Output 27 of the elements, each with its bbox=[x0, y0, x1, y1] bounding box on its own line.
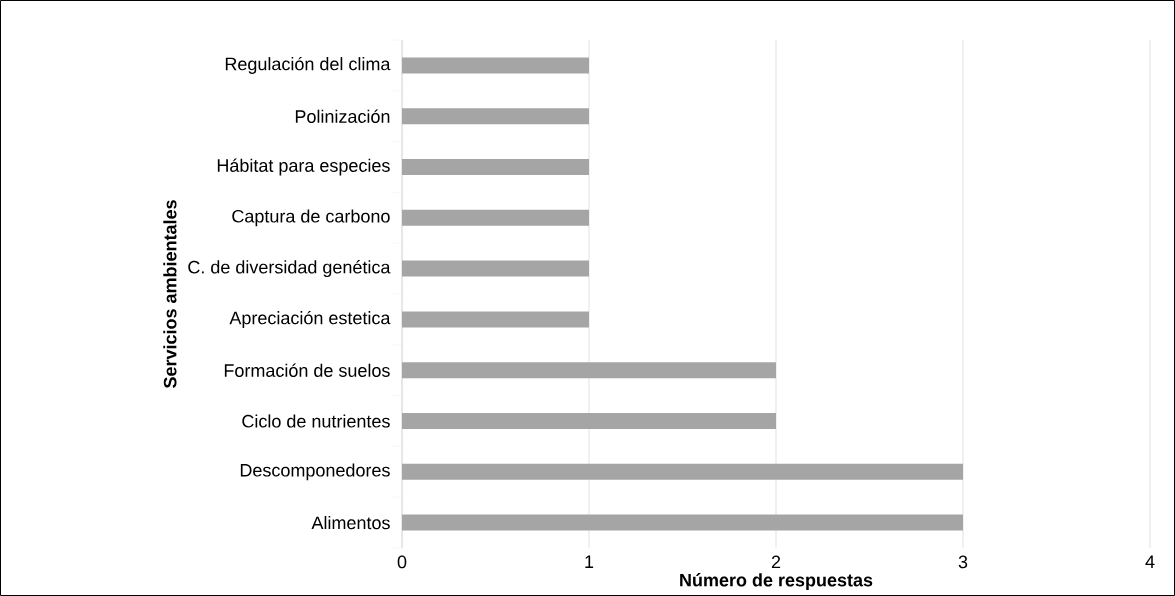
y-tick-label: Descomponedores bbox=[240, 463, 390, 481]
x-tick-label: 3 bbox=[958, 555, 968, 569]
bar bbox=[402, 463, 963, 480]
bar bbox=[402, 159, 589, 175]
bar bbox=[402, 514, 963, 531]
y-tick-label: Ciclo de nutrientes bbox=[242, 414, 390, 428]
x-axis-title: Número de respuestas bbox=[680, 573, 873, 591]
y-tick-label: Regulación del clima bbox=[225, 56, 391, 74]
y-tick-label: Formación de suelos bbox=[224, 363, 390, 377]
x-tick-label: 1 bbox=[585, 555, 594, 568]
bar bbox=[402, 260, 589, 277]
y-tick-label: Apreciación estetica bbox=[229, 310, 391, 328]
x-tick-label: 2 bbox=[771, 555, 781, 569]
y-tick-label: C. de diversidad genética bbox=[188, 260, 391, 278]
y-tick-label: Polinización bbox=[295, 109, 390, 123]
bar bbox=[402, 362, 776, 379]
bar bbox=[402, 209, 589, 226]
bar bbox=[402, 108, 589, 125]
y-tick-label: Captura de carbono bbox=[232, 209, 390, 227]
x-tick-label: 0 bbox=[397, 555, 407, 569]
bar bbox=[402, 57, 589, 74]
bar bbox=[402, 311, 589, 328]
bar bbox=[402, 413, 776, 429]
y-tick-label: Hábitat para especies bbox=[217, 158, 390, 176]
x-tick-label: 4 bbox=[1145, 555, 1155, 568]
y-tick-label: Alimentos bbox=[311, 515, 390, 530]
y-axis-title: Servicios ambientales bbox=[163, 200, 177, 389]
